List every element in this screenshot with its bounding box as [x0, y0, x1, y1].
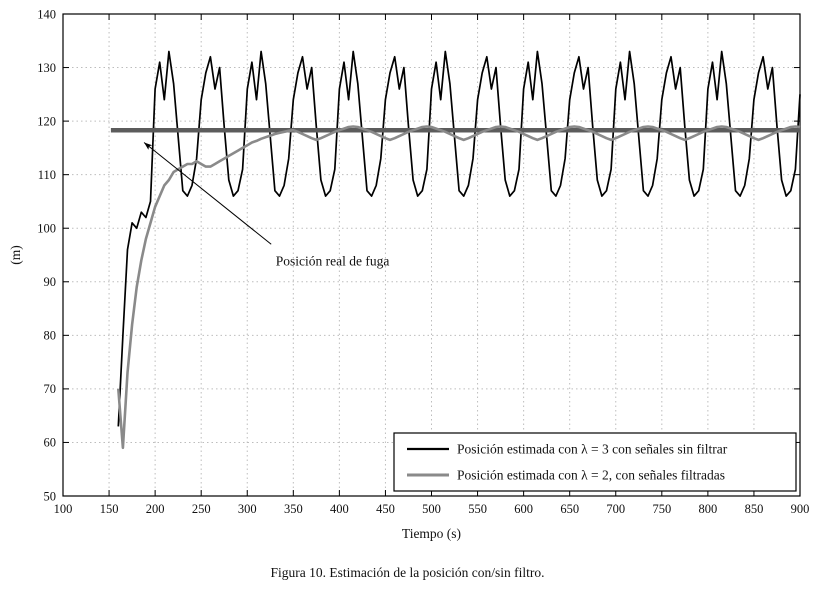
y-tick-label: 50	[44, 489, 57, 503]
figure-caption: Figura 10. Estimación de la posición con…	[270, 565, 545, 580]
x-tick-label: 250	[192, 502, 211, 516]
x-tick-label: 550	[468, 502, 487, 516]
x-tick-label: 100	[54, 502, 73, 516]
series-filtered	[117, 125, 801, 450]
x-tick-label: 650	[560, 502, 579, 516]
x-tick-label: 400	[330, 502, 349, 516]
y-tick-label: 90	[44, 275, 57, 289]
x-tick-label: 450	[376, 502, 395, 516]
legend-entry: Posición estimada con λ = 3 con señales …	[407, 442, 728, 457]
y-tick-label: 70	[44, 382, 57, 396]
y-tick-label: 80	[44, 329, 57, 343]
x-tick-label: 600	[514, 502, 533, 516]
x-tick-label: 200	[146, 502, 165, 516]
x-tick-label: 800	[699, 502, 718, 516]
position-estimation-chart: 100 150 200 250 300 350 400 450 500 550 600 650 700 7…	[8, 7, 810, 541]
legend-box	[393, 432, 797, 492]
series-unfiltered	[117, 50, 801, 427]
x-axis-label: Tiempo (s)	[402, 526, 461, 541]
y-tick-label: 60	[44, 436, 57, 450]
x-tick-label: 750	[652, 502, 671, 516]
x-tick-label: 150	[100, 502, 119, 516]
annotation-arrow	[143, 142, 272, 245]
annotation-text: Posición real de fuga	[276, 254, 390, 269]
x-tick-label: 700	[606, 502, 625, 516]
y-tick-label: 100	[37, 222, 56, 236]
y-axis-label: (m)	[8, 245, 23, 265]
legend-label: Posición estimada con λ = 3 con señales …	[457, 442, 728, 457]
legend-label: Posición estimada con λ = 2, con señales…	[457, 468, 725, 483]
y-tick-label: 140	[37, 7, 56, 21]
x-tick-label: 300	[238, 502, 257, 516]
legend: Posición estimada con λ = 3 con señales …	[393, 432, 797, 492]
x-tick-label: 500	[422, 502, 441, 516]
legend-entry: Posición estimada con λ = 2, con señales…	[407, 468, 725, 483]
x-tick-label: 900	[791, 502, 810, 516]
y-tick-label: 120	[37, 114, 56, 128]
y-tick-label: 110	[38, 168, 56, 182]
x-tick-label: 850	[745, 502, 764, 516]
x-tick-label: 350	[284, 502, 303, 516]
y-tick-label: 130	[37, 61, 56, 75]
